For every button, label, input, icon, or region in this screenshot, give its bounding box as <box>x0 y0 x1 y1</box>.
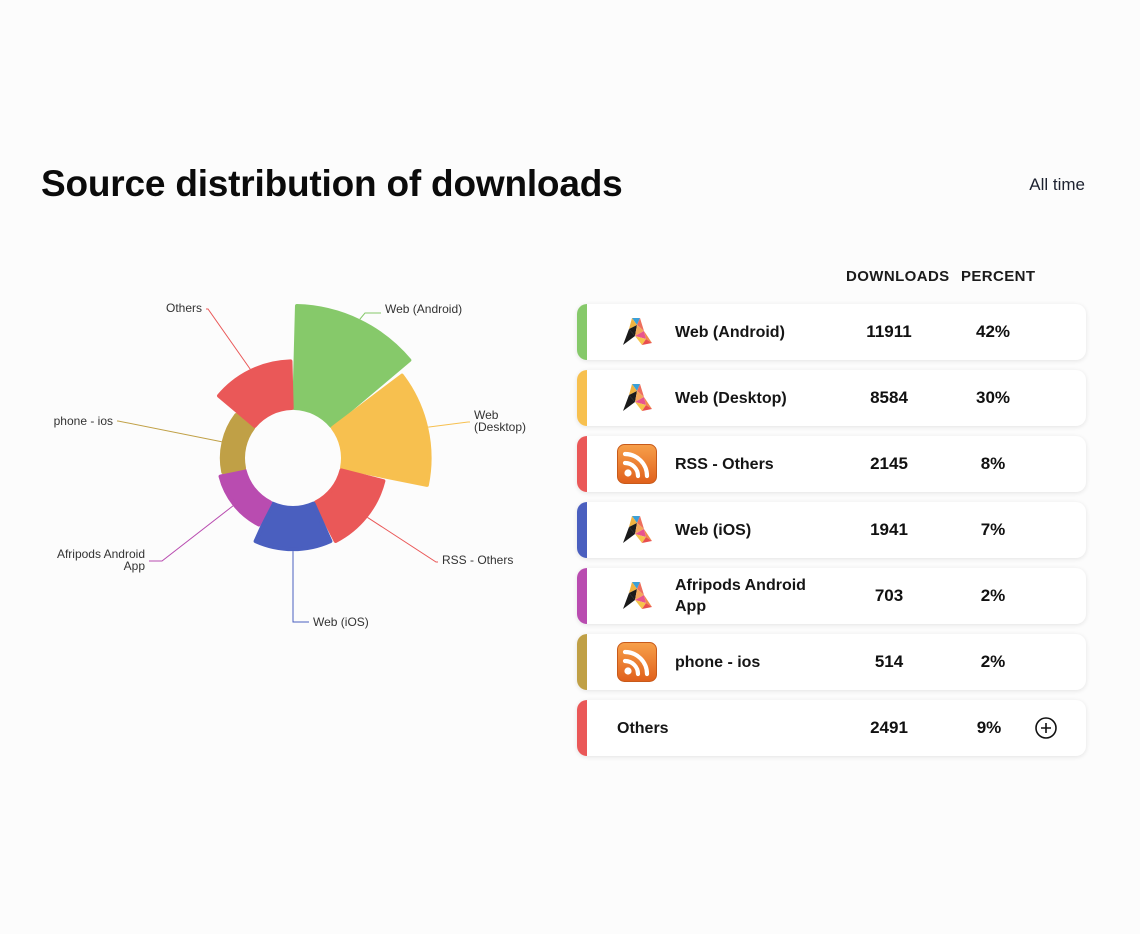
rose-slice-1[interactable] <box>330 373 432 487</box>
row-color-bar <box>577 634 587 690</box>
row-source-name: RSS - Others <box>675 455 774 473</box>
rose-slice-5[interactable] <box>219 413 256 475</box>
table-row[interactable]: Web (Desktop) 8584 30% <box>577 370 1086 426</box>
col-percent-header: PERCENT <box>961 268 1036 285</box>
chart-label-0: Web (Android) <box>385 302 462 316</box>
row-color-bar <box>577 304 587 360</box>
afripods-logo-icon <box>617 378 657 418</box>
table-row[interactable]: Others 2491 9% <box>577 700 1086 756</box>
row-source-name: Afripods Android App <box>675 577 806 615</box>
row-downloads: 703 <box>874 586 904 605</box>
row-color-bar <box>577 568 587 624</box>
rss-icon <box>617 444 657 484</box>
row-percent: 2% <box>980 586 1006 605</box>
row-source-name: Others <box>617 719 669 737</box>
row-downloads: 2145 <box>870 454 908 473</box>
afripods-logo-icon <box>617 576 657 616</box>
table-row[interactable]: phone - ios 514 2% <box>577 634 1086 690</box>
table-row[interactable]: RSS - Others 2145 8% <box>577 436 1086 492</box>
row-source-name: Web (Android) <box>675 323 785 341</box>
leader-line-5 <box>117 420 222 443</box>
table-row[interactable]: Web (Android) 11911 42% <box>577 304 1086 360</box>
period-selector[interactable]: All time <box>1029 175 1085 194</box>
row-color-bar <box>577 700 587 756</box>
chart-label-6: Others <box>166 301 202 315</box>
rose-slice-4[interactable] <box>218 468 273 527</box>
table-row[interactable]: Web (iOS) 1941 7% <box>577 502 1086 558</box>
row-color-bar <box>577 370 587 426</box>
rose-chart: Web (Android) Web (Desktop) RSS - Others Web… <box>54 301 526 629</box>
table-row[interactable]: Afripods Android App 703 2% <box>577 568 1086 624</box>
row-percent: 2% <box>980 652 1006 671</box>
row-color-bar <box>577 502 587 558</box>
row-percent: 30% <box>975 388 1011 407</box>
row-source-name: phone - ios <box>675 653 761 671</box>
col-downloads-header: DOWNLOADS <box>846 268 950 285</box>
row-source-name: Web (Desktop) <box>675 389 787 407</box>
chart-label-4: Afripods Android App <box>57 547 145 573</box>
rose-slice-6[interactable] <box>217 359 294 428</box>
leader-line-3 <box>292 551 309 623</box>
row-downloads: 1941 <box>870 520 908 539</box>
page-title: Source distribution of downloads <box>41 163 623 204</box>
leader-line-2 <box>367 516 438 563</box>
rose-slice-0[interactable] <box>292 304 412 428</box>
row-downloads: 514 <box>874 652 904 671</box>
row-percent: 7% <box>980 520 1006 539</box>
leader-line-4 <box>149 505 234 562</box>
leader-line-6 <box>206 308 251 370</box>
chart-label-2: RSS - Others <box>442 553 513 567</box>
row-downloads: 2491 <box>870 718 908 737</box>
rose-slice-2[interactable] <box>313 468 386 543</box>
afripods-logo-icon <box>617 510 657 550</box>
rss-icon <box>617 642 657 682</box>
expand-plus-icon[interactable] <box>1035 717 1057 739</box>
afripods-logo-icon <box>617 312 657 352</box>
chart-label-3: Web (iOS) <box>313 615 369 629</box>
row-percent: 9% <box>976 718 1002 737</box>
row-percent: 42% <box>975 322 1011 341</box>
row-percent: 8% <box>980 454 1006 473</box>
leader-line-0 <box>359 312 381 320</box>
row-color-bar <box>577 436 587 492</box>
chart-label-1: Web (Desktop) <box>474 408 526 434</box>
row-downloads: 8584 <box>870 388 908 407</box>
sources-table: Web (Android) 11911 42% Web (Desktop) 8584 3… <box>577 304 1086 766</box>
rose-slice-3[interactable] <box>253 501 333 552</box>
row-downloads: 11911 <box>866 322 912 341</box>
leader-line-1 <box>428 421 470 428</box>
chart-label-5: phone - ios <box>54 414 113 428</box>
row-source-name: Web (iOS) <box>675 521 752 539</box>
